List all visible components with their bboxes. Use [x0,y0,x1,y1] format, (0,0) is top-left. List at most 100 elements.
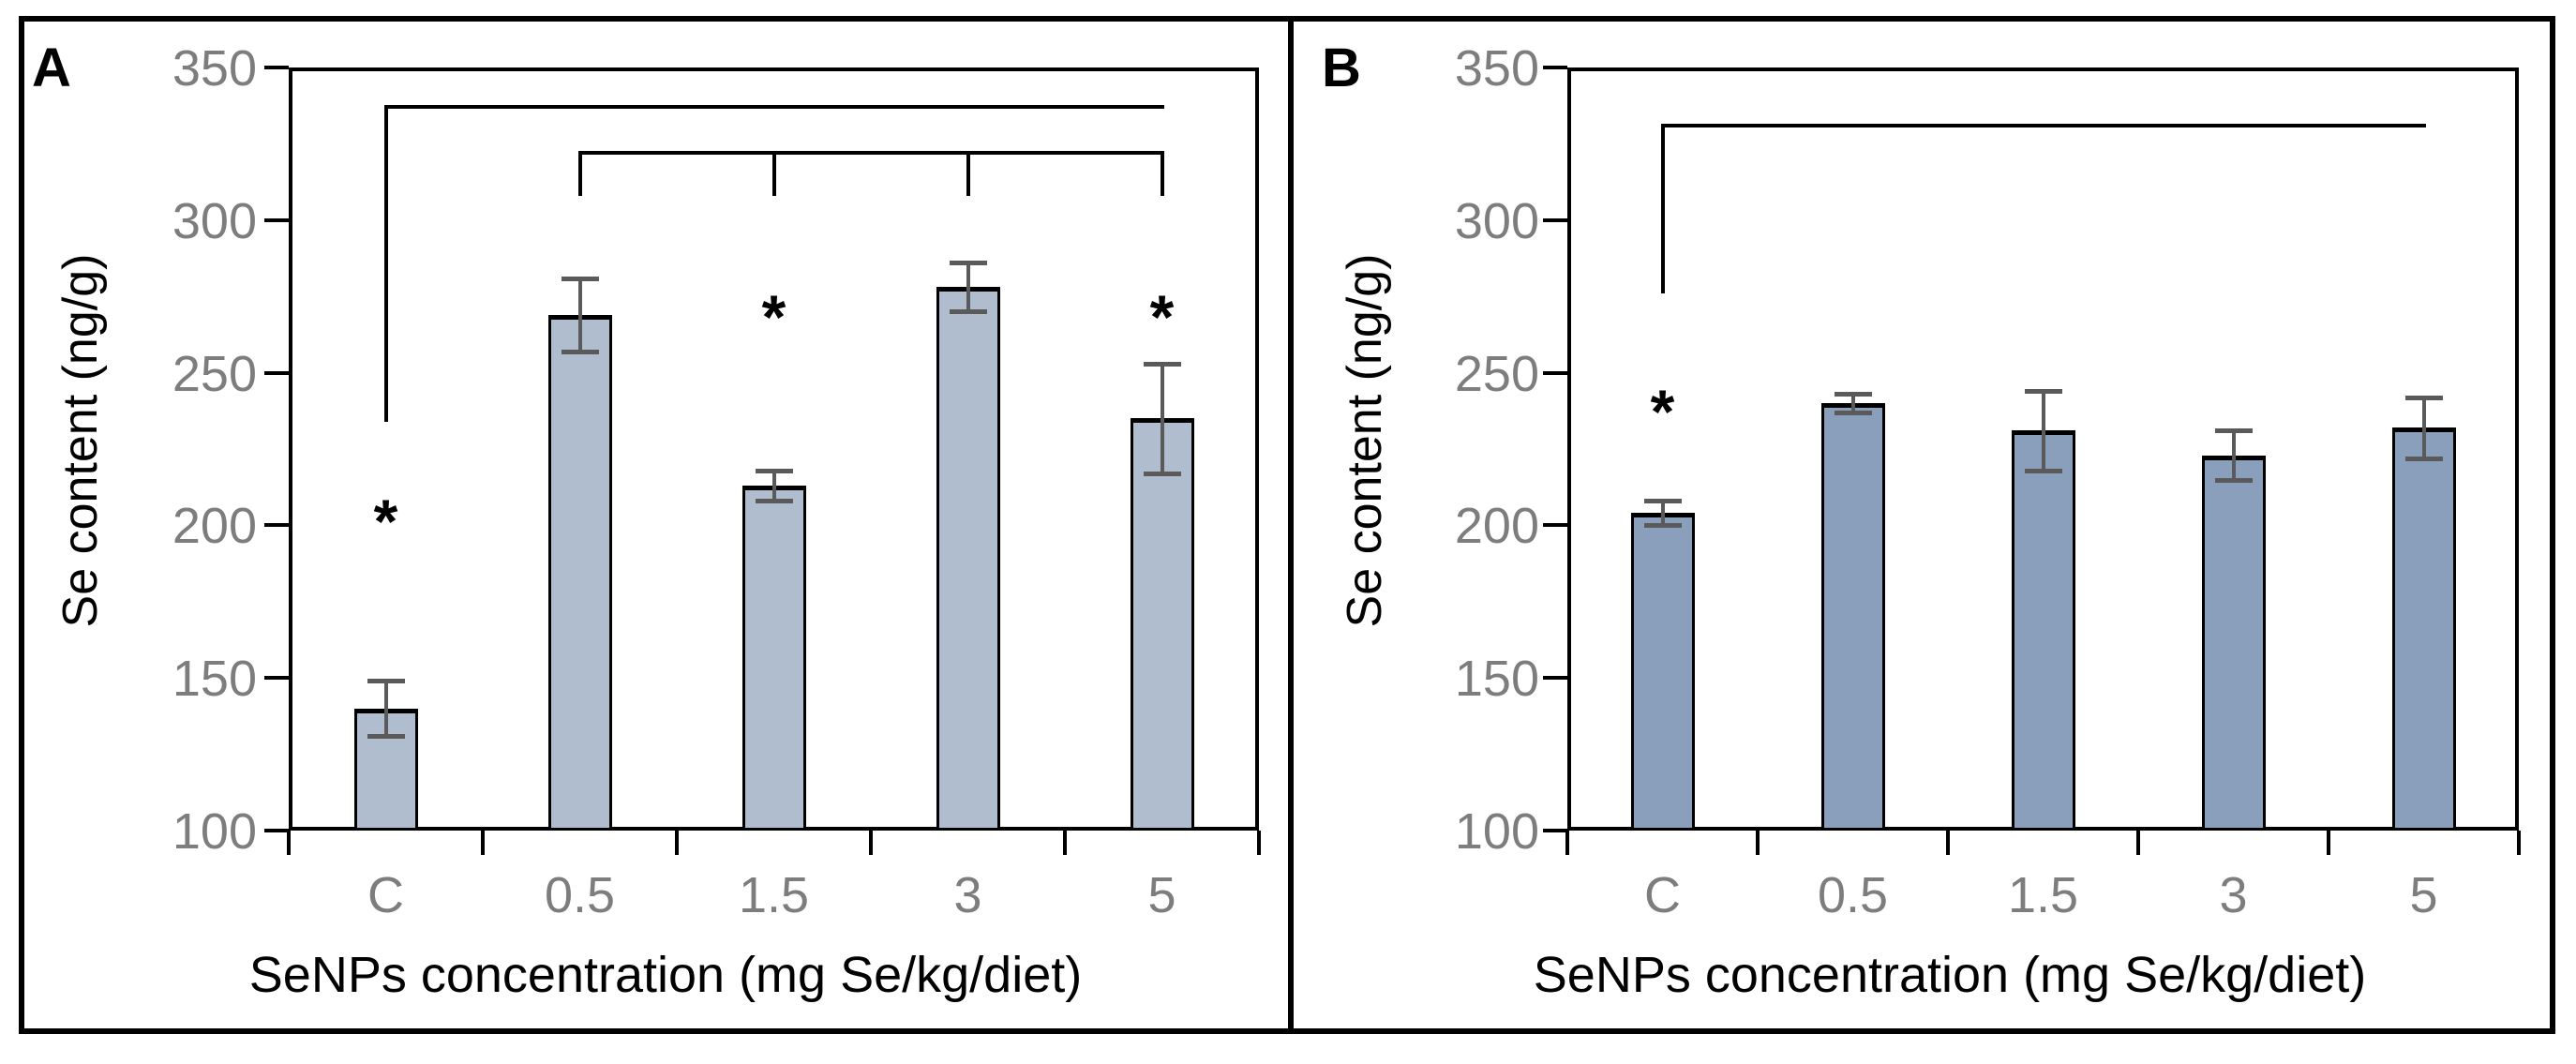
panel-b-x-category-label: 1.5 [2007,867,2079,923]
panel-b-x-tick-mark [1946,831,1950,855]
panel-a-error-bar-cap [949,261,987,266]
panel-a-y-tick-label: 150 [172,651,257,708]
panel-b-y-axis-title: Se content (ng/g) [1338,253,1392,628]
panel-a-y-tick-mark [264,523,289,528]
panel-a-x-tick-mark [287,831,291,855]
panel-a-y-tick-label: 200 [172,498,257,555]
panel-a-error-bar-cap [1143,361,1181,367]
panel-a-x-category-label: 1.5 [738,867,810,923]
panel-a-x-category-label: 5 [1147,867,1176,923]
panel-a-sig-bracket-right-drop [1160,153,1164,196]
panel-b-error-bar-cap [2024,389,2062,395]
panel-b-error-bar-cap [2404,395,2443,400]
panel-b-y-tick-mark [1543,523,1567,528]
panel-a-sig-bracket-line [577,151,1164,156]
panel-b-x-tick-mark [2327,831,2330,855]
panel-b-bar-3 [2201,455,2266,831]
panel-b-x-category-label: 0.5 [1817,867,1889,923]
panel-a-error-bar [383,681,388,737]
panel-b-y-tick-mark [1543,829,1567,832]
panel-a-error-bar [771,470,776,502]
panel-b-x-tick-mark [1565,831,1569,855]
panel-a-x-tick-mark [675,831,679,855]
panel-b-bar-1.5 [2011,430,2075,831]
panel-b-x-tick-mark [1756,831,1760,855]
panel-a-error-bar-cap [367,679,405,684]
panel-b-sig-bracket-left-drop [1660,125,1665,293]
panel-a-y-axis-title: Se content (ng/g) [53,253,108,628]
panel-b-error-bar-cap [1834,392,1872,397]
panel-a-error-bar-cap [1143,472,1181,477]
panel-b-error-bar [2231,430,2236,480]
panel-a-y-tick-mark [264,217,289,222]
panel-b-y-tick-mark [1543,370,1567,375]
panel-b-error-bar [1660,501,1665,526]
panel-a-error-bar-cap [949,309,987,315]
panel-a-error-bar [966,262,970,312]
panel-b-bar-0.5 [1820,403,1885,831]
panel-b-x-axis-title: SeNPs concentration (mg Se/kg/diet) [1533,947,2367,1003]
panel-b-y-tick-label: 150 [1454,651,1539,708]
panel-a-y-tick-label: 350 [172,40,257,97]
panel-a-sig-bracket-left-drop [577,153,582,196]
panel-a-sig-star: * [373,486,398,556]
panel-a-x-tick-mark [481,831,485,855]
panel-b-x-tick-mark [2517,831,2521,855]
panel-b-y-tick-label: 100 [1454,803,1539,860]
panel-a-error-bar-cap [755,468,793,473]
panel-b-x-category-label: 5 [2409,867,2438,923]
panel-b-x-category-label: C [1644,867,1681,923]
panel-a-sig-bracket-line [383,105,1164,110]
panel-b-y-tick-label: 350 [1454,40,1539,97]
panel-b-x-tick-mark [2136,831,2140,855]
panel-b-sig-star: * [1650,376,1675,446]
panel-a-x-category-label: C [367,867,404,923]
panel-b-error-bar [2421,397,2426,458]
panel-a-bar-1.5 [741,486,806,831]
panel-a-y-tick-label: 250 [172,345,257,402]
panel-b-sig-bracket-line [1660,123,2426,127]
panel-a-bar-0.5 [547,314,612,831]
panel-a-bar-5 [1130,418,1194,831]
panel-a-y-tick-label: 300 [172,192,257,249]
panel-a-bar-3 [936,287,1000,831]
panel-a-error-bar-cap [561,276,599,281]
panel-b-error-bar [2041,391,2045,471]
panel-b-error-bar [1850,394,1855,412]
panel-b-x-category-label: 3 [2219,867,2248,923]
panel-b-y-tick-label: 200 [1454,498,1539,555]
panel-a-error-bar-cap [367,734,405,740]
panel-a-y-tick-mark [264,370,289,375]
panel-a-y-tick-mark [264,676,289,681]
panel-b-y-tick-mark [1543,676,1567,681]
panel-a-y-tick-label: 100 [172,803,257,860]
panel-b-error-bar-cap [2404,456,2443,461]
panel-b-error-bar-cap [2214,428,2253,434]
panel-a-y-tick-mark [264,66,289,69]
panel-b-letter: B [1322,37,1361,98]
panel-a-x-tick-mark [869,831,873,855]
panel-b-error-bar-cap [1643,499,1682,504]
panel-b-bar-5 [2391,427,2456,831]
panel-a-error-bar-cap [561,349,599,354]
panel-a-error-bar-cap [755,499,793,504]
panel-b-y-tick-label: 250 [1454,345,1539,402]
figure-border [19,16,2555,1034]
panel-b-error-bar-cap [1834,410,1872,415]
panel-a-x-category-label: 0.5 [544,867,616,923]
panel-a-sig-star: * [761,281,786,352]
panel-a-x-tick-mark [1063,831,1067,855]
panel-a-letter: A [32,37,71,98]
panel-b-y-tick-label: 300 [1454,192,1539,249]
panel-a-sig-bracket-left-drop [383,107,388,422]
panel-divider [1288,16,1294,1034]
panel-a-sig-bracket-tick [771,153,776,196]
panel-b-y-tick-mark [1543,66,1567,69]
panel-a-error-bar [577,277,582,352]
panel-b-bar-C [1630,513,1695,831]
panel-b-error-bar-cap [1643,523,1682,529]
panel-a-x-axis-title: SeNPs concentration (mg Se/kg/diet) [248,947,1083,1003]
panel-a-y-tick-mark [264,829,289,832]
panel-a-error-bar [1160,363,1164,474]
